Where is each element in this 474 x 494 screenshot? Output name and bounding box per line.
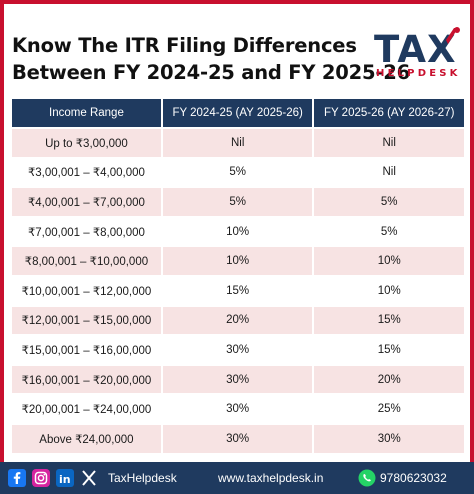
cell-fy-2025-26-rate: 5% xyxy=(314,188,464,216)
table-row: ₹4,00,001 – ₹7,00,000 5% 5% xyxy=(12,188,464,216)
cell-fy-2024-25-rate: 30% xyxy=(162,365,313,394)
header-fy-2025-26: FY 2025-26 (AY 2026-27) xyxy=(314,99,464,127)
cell-fy-2025-26-rate: 30% xyxy=(314,424,464,453)
cell-fy-2024-25-rate: 30% xyxy=(162,336,313,364)
cell-fy-2024-25-rate: 15% xyxy=(162,276,313,305)
table-row: ₹16,00,001 – ₹20,00,000 30% 20% xyxy=(12,365,464,394)
logo-x-mark xyxy=(446,27,460,44)
title-line-2: Between FY 2024-25 and FY 2025-26 xyxy=(12,61,410,84)
table-header-row: Income Range FY 2024-25 (AY 2025-26) FY … xyxy=(12,99,464,127)
cell-fy-2024-25-rate: 5% xyxy=(162,158,313,187)
cell-income-range: ₹3,00,001 – ₹4,00,000 xyxy=(12,158,161,187)
tax-slab-table: Income Range FY 2024-25 (AY 2025-26) FY … xyxy=(10,97,466,455)
cell-income-range: ₹4,00,001 – ₹7,00,000 xyxy=(12,188,161,216)
cell-income-range: Above ₹24,00,000 xyxy=(12,424,161,453)
cell-income-range: ₹8,00,001 – ₹10,00,000 xyxy=(12,247,161,275)
cell-fy-2025-26-rate: Nil xyxy=(314,129,464,157)
cell-fy-2025-26-rate: 15% xyxy=(314,336,464,364)
footer-website[interactable]: www.taxhelpdesk.in xyxy=(218,471,324,485)
table-row: ₹10,00,001 – ₹12,00,000 15% 10% xyxy=(12,276,464,305)
table-row: ₹15,00,001 – ₹16,00,000 30% 15% xyxy=(12,336,464,364)
cell-fy-2024-25-rate: Nil xyxy=(162,129,313,157)
header: Know The ITR Filing Differences Between … xyxy=(4,4,470,94)
cell-fy-2025-26-rate: 15% xyxy=(314,306,464,335)
logo-text: TAX xyxy=(374,28,457,71)
cell-fy-2024-25-rate: 10% xyxy=(162,217,313,246)
taxhelpdesk-logo: TAX HELPDESK xyxy=(372,27,462,82)
linkedin-icon[interactable]: in xyxy=(56,469,74,487)
table-row: ₹3,00,001 – ₹4,00,000 5% Nil xyxy=(12,158,464,187)
footer-phone[interactable]: 9780623032 xyxy=(380,471,447,485)
table-row: ₹20,00,001 – ₹24,00,000 30% 25% xyxy=(12,395,464,423)
cell-fy-2025-26-rate: Nil xyxy=(314,158,464,187)
cell-income-range: ₹16,00,001 – ₹20,00,000 xyxy=(12,365,161,394)
svg-text:in: in xyxy=(59,473,71,486)
cell-fy-2025-26-rate: 20% xyxy=(314,365,464,394)
table-row: ₹7,00,001 – ₹8,00,000 10% 5% xyxy=(12,217,464,246)
cell-income-range: ₹12,00,001 – ₹15,00,000 xyxy=(12,306,161,335)
cell-fy-2024-25-rate: 20% xyxy=(162,306,313,335)
table-row: ₹12,00,001 – ₹15,00,000 20% 15% xyxy=(12,306,464,335)
cell-income-range: ₹10,00,001 – ₹12,00,000 xyxy=(12,276,161,305)
cell-fy-2024-25-rate: 5% xyxy=(162,188,313,216)
cell-fy-2025-26-rate: 10% xyxy=(314,276,464,305)
x-icon[interactable] xyxy=(80,469,98,487)
cell-fy-2024-25-rate: 30% xyxy=(162,424,313,453)
footer: in TaxHelpdesk www.taxhelpdesk.in 978062… xyxy=(0,462,474,494)
logo-subtext: HELPDESK xyxy=(376,68,461,79)
table-row: Above ₹24,00,000 30% 30% xyxy=(12,424,464,453)
facebook-icon[interactable] xyxy=(8,469,26,487)
title-line-1: Know The ITR Filing Differences xyxy=(12,34,357,57)
cell-fy-2024-25-rate: 30% xyxy=(162,395,313,423)
table-row: ₹8,00,001 – ₹10,00,000 10% 10% xyxy=(12,247,464,275)
cell-fy-2025-26-rate: 5% xyxy=(314,217,464,246)
instagram-icon[interactable] xyxy=(32,469,50,487)
footer-brand[interactable]: TaxHelpdesk xyxy=(108,471,177,485)
header-fy-2024-25: FY 2024-25 (AY 2025-26) xyxy=(162,99,313,127)
table-row: Up to ₹3,00,000 Nil Nil xyxy=(12,129,464,157)
cell-income-range: ₹15,00,001 – ₹16,00,000 xyxy=(12,336,161,364)
whatsapp-icon[interactable] xyxy=(358,469,376,487)
page-title: Know The ITR Filing Differences Between … xyxy=(12,32,410,86)
cell-fy-2024-25-rate: 10% xyxy=(162,247,313,275)
cell-income-range: Up to ₹3,00,000 xyxy=(12,129,161,157)
cell-fy-2025-26-rate: 10% xyxy=(314,247,464,275)
cell-income-range: ₹20,00,001 – ₹24,00,000 xyxy=(12,395,161,423)
header-income-range: Income Range xyxy=(12,99,161,127)
cell-income-range: ₹7,00,001 – ₹8,00,000 xyxy=(12,217,161,246)
cell-fy-2025-26-rate: 25% xyxy=(314,395,464,423)
